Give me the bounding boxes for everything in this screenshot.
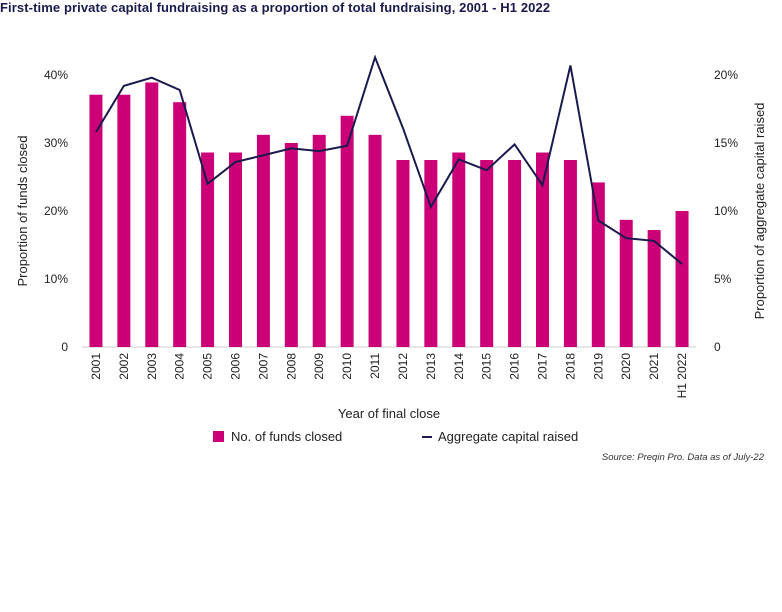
legend-line-label: Aggregate capital raised: [438, 429, 578, 444]
x-tick-label: 2007: [256, 353, 270, 380]
legend-bar-label: No. of funds closed: [231, 429, 342, 444]
y-axis-right-label: Proportion of aggregate capital raised: [752, 103, 767, 320]
x-tick-label: 2012: [396, 353, 410, 380]
bar: [229, 152, 242, 347]
y-left-tick-label: 30%: [44, 136, 68, 150]
bar: [396, 160, 410, 347]
y-right-tick-label: 15%: [714, 136, 738, 150]
x-tick-label: 2018: [563, 353, 577, 380]
x-axis: 2001 2002 2003 2004 2005 2006 2007 2008 2009 2010…: [89, 353, 689, 399]
bar: [508, 160, 522, 347]
bar: [675, 211, 689, 347]
bar: [647, 230, 661, 347]
bar: [368, 134, 382, 347]
x-tick-label: 2003: [145, 353, 159, 380]
bar: [619, 219, 633, 347]
x-axis-label: Year of final close: [338, 406, 440, 421]
y-right-tick-label: 10%: [714, 204, 738, 218]
legend: No. of funds closed Aggregate capital ra…: [213, 429, 578, 444]
x-tick-label: 2001: [89, 353, 103, 380]
x-tick-label: 2020: [619, 353, 633, 380]
x-tick-label: 2005: [201, 353, 215, 380]
bar: [201, 152, 215, 347]
bar: [256, 134, 270, 347]
y-axis-left: 0 10% 20% 30% 40%: [44, 68, 68, 354]
x-tick-label: 2016: [508, 353, 522, 380]
bar: [173, 102, 187, 347]
x-tick-label: 2013: [424, 353, 438, 380]
bar: [89, 94, 103, 347]
x-tick-label: 2002: [117, 353, 131, 380]
x-tick-label: H1 2022: [675, 353, 689, 399]
bar: [424, 160, 438, 347]
chart-title: First-time private capital fundraising a…: [0, 0, 551, 15]
bar-series: [89, 82, 689, 347]
y-left-tick-label: 20%: [44, 204, 68, 218]
bar: [117, 94, 131, 347]
y-right-tick-label: 5%: [714, 272, 732, 286]
bar: [284, 143, 298, 347]
x-tick-label: 2021: [647, 353, 661, 380]
x-tick-label: 2010: [340, 353, 354, 380]
y-right-tick-label: 20%: [714, 68, 738, 82]
bar: [452, 152, 466, 347]
y-left-tick-label: 40%: [44, 68, 68, 82]
x-tick-label: 2014: [452, 353, 466, 380]
y-left-tick-label: 10%: [44, 272, 68, 286]
x-tick-label: 2004: [173, 353, 187, 380]
x-tick-label: 2019: [591, 353, 605, 380]
x-tick-label: 2006: [229, 353, 243, 380]
x-tick-label: 2017: [536, 353, 550, 380]
bar: [145, 82, 159, 347]
y-right-tick-label: 0: [714, 340, 721, 354]
line-path: [95, 54, 683, 265]
x-tick-label: 2011: [368, 353, 382, 379]
x-tick-label: 2015: [480, 353, 494, 380]
bar: [563, 160, 577, 347]
y-left-tick-label: 0: [61, 340, 68, 354]
x-tick-label: 2008: [284, 353, 298, 380]
bar: [591, 182, 605, 347]
y-axis-left-label: Proportion of funds closed: [15, 135, 30, 286]
bar: [480, 160, 494, 347]
bar: [536, 152, 549, 347]
source-note: Source: Preqin Pro. Data as of July-22: [601, 452, 764, 463]
bar: [312, 134, 326, 347]
x-tick-label: 2009: [312, 353, 326, 380]
y-axis-right: 0 5% 10% 15% 20%: [714, 68, 738, 354]
bar: [340, 115, 354, 347]
line-series: [95, 54, 683, 265]
legend-bar-swatch: [213, 431, 224, 442]
